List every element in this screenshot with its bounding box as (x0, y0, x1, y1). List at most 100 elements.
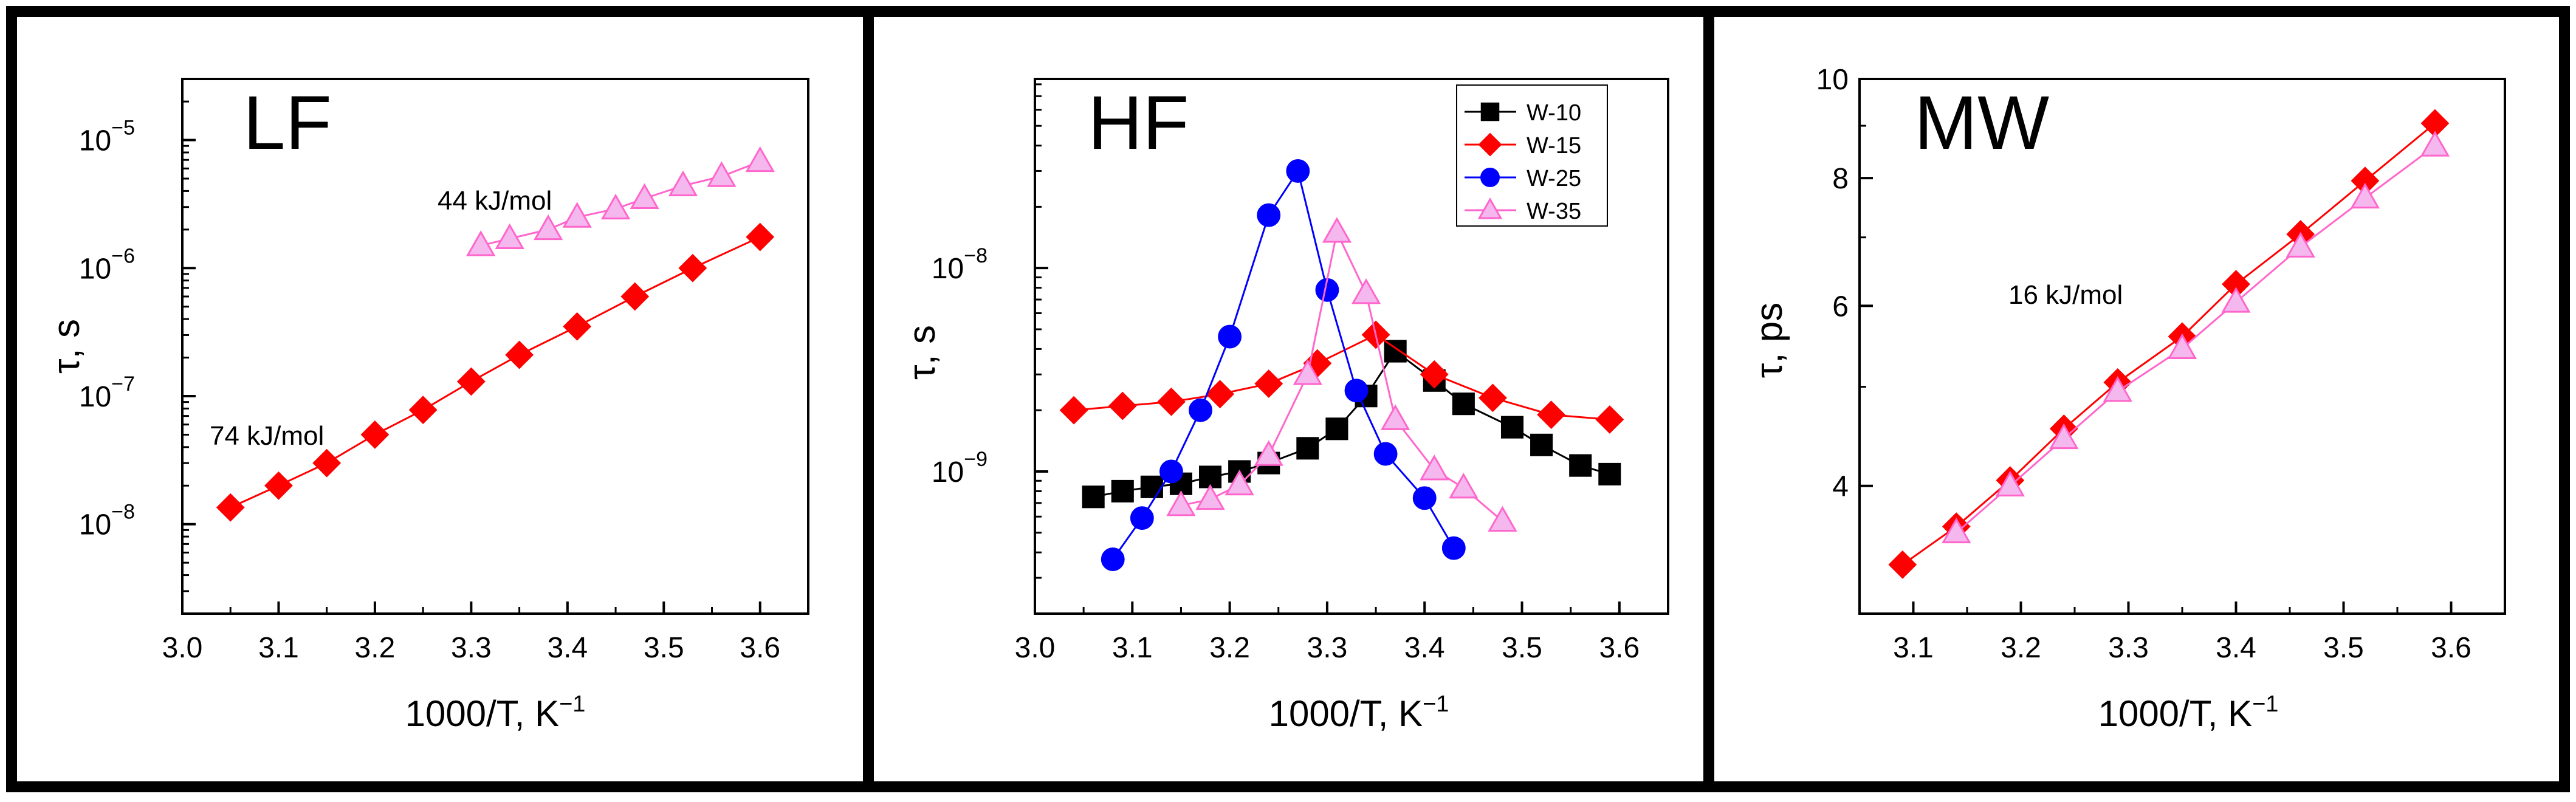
hf-point-w-15-10 (1595, 405, 1624, 434)
lf-point-w-15-2 (312, 448, 342, 478)
lf-x-tick-label-3: 3.3 (451, 632, 492, 664)
lf-point-w-35-8 (745, 146, 775, 173)
chart-hf: 10−910−8 3.0 3.1 3.2 3.3 3.4 3.5 3.6 HF W-10W-… (901, 78, 1669, 734)
mw-y-axis-label: τ, ps (1748, 303, 1790, 378)
lf-point-w-15-3 (360, 420, 390, 449)
lf-point-w-35-3 (562, 202, 592, 228)
lf-line-w-15 (230, 236, 761, 509)
lf-y-tick-label-2: 10−6 (79, 244, 135, 285)
hf-x-axis-label-sup: −1 (1423, 691, 1449, 717)
hf-legend-items: W-10 W-15 W-25 W-35 (1465, 100, 1581, 224)
hf-legend-marker-w-15 (1478, 132, 1502, 157)
hf-point-w-35-8 (1420, 454, 1449, 481)
lf-point-w-15-9 (678, 253, 707, 283)
hf-y-axis-label: τ, s (901, 325, 943, 380)
lf-point-w-15-0 (216, 493, 245, 522)
lf-y-tick-label-base-2: 10 (79, 253, 111, 285)
hf-legend-label-w-35: W-35 (1527, 199, 1581, 224)
mw-y-tick-label-3: 10 (1816, 64, 1849, 96)
lf-title: LF (243, 81, 332, 165)
hf-point-w-15-4 (1254, 369, 1283, 398)
lf-point-w-15-10 (746, 222, 775, 252)
hf-series (1059, 159, 1624, 571)
lf-point-w-35-0 (466, 230, 496, 256)
hf-point-w-15-0 (1059, 396, 1088, 425)
lf-point-w-15-5 (456, 367, 486, 396)
lf-x-tick-label-4: 3.4 (547, 632, 588, 664)
lf-point-w-35-1 (495, 223, 524, 250)
hf-x-tick-label-5: 3.5 (1502, 632, 1542, 664)
lf-point-w-35-6 (668, 170, 698, 197)
hf-x-tick-label-0: 3.0 (1015, 632, 1056, 664)
hf-legend-marker-w-35 (1477, 197, 1503, 219)
lf-series (216, 146, 775, 522)
hf-point-w-25-2 (1159, 459, 1183, 484)
mw-point-w-15-0 (1888, 550, 1917, 579)
hf-line-w-15 (1073, 334, 1610, 421)
hf-x-axis-label-text: 1000/T, K (1269, 693, 1423, 734)
lf-point-w-15-7 (563, 312, 592, 341)
lf-point-w-15-4 (408, 396, 438, 425)
lf-y-tick-label-0: 10−8 (79, 501, 135, 541)
hf-point-w-10-8 (1325, 417, 1348, 440)
hf-point-w-15-9 (1537, 400, 1566, 430)
hf-point-w-10-16 (1598, 462, 1621, 485)
hf-line-w-25 (1112, 168, 1455, 560)
hf-x-tick-label-2: 3.2 (1209, 632, 1250, 664)
lf-y-axis-label: τ, s (46, 319, 88, 374)
mw-x-axis-label-text: 1000/T, K (2098, 693, 2253, 734)
hf-legend-label-w-25: W-25 (1527, 166, 1581, 191)
hf-point-w-35-1 (1195, 484, 1225, 510)
lf-y-tick-label-base-0: 10 (79, 509, 111, 541)
mw-point-w-35-0 (1942, 517, 1971, 544)
lf-x-axis-label-sup: −1 (559, 691, 585, 717)
hf-point-w-15-3 (1206, 380, 1234, 409)
hf-point-w-25-5 (1257, 203, 1281, 227)
lf-x-tick-label-6: 3.6 (740, 632, 780, 664)
hf-point-w-15-1 (1108, 391, 1137, 420)
lf-x-axis-label-text: 1000/T, K (405, 693, 560, 734)
hf-point-w-35-5 (1322, 217, 1352, 243)
hf-y-tick-label-1: 10−8 (932, 244, 987, 285)
lf-annotation-44: 44 kJ/mol (438, 186, 552, 216)
lf-y-tick-label-3: 10−5 (79, 117, 135, 157)
mw-line-w-15 (1901, 122, 2436, 566)
mw-series (1888, 109, 2450, 579)
lf-x-tick-label-1: 3.1 (258, 632, 299, 664)
mw-x-tick-label-2: 3.3 (2108, 632, 2149, 664)
hf-point-w-25-0 (1101, 547, 1125, 571)
hf-point-w-25-11 (1441, 536, 1466, 560)
mw-x-ticks: 3.1 3.2 3.3 3.4 3.5 3.6 (1893, 602, 2471, 664)
mw-x-tick-label-0: 3.1 (1893, 632, 1934, 664)
panel-frame-mw (1703, 6, 2570, 792)
hf-point-w-25-6 (1286, 159, 1310, 183)
hf-point-w-25-4 (1218, 324, 1242, 349)
chart-mw: 4 6 8 10 3.1 3.2 3.3 3.4 3.5 3.6 MW 16 kJ/mol 10… (1748, 64, 2506, 734)
hf-x-tick-label-1: 3.1 (1112, 632, 1153, 664)
hf-point-w-25-10 (1412, 486, 1437, 510)
lf-point-w-35-2 (534, 214, 563, 241)
hf-legend: W-10 W-15 W-25 W-35 (1456, 84, 1608, 227)
hf-y-ticks: 10−910−8 (932, 83, 1048, 579)
hf-point-w-15-8 (1479, 383, 1507, 413)
hf-point-w-35-6 (1351, 278, 1381, 304)
hf-point-w-10-15 (1569, 454, 1592, 477)
lf-x-ticks: 3.0 3.1 3.2 3.3 3.4 3.5 3.6 (162, 602, 780, 664)
mw-point-w-35-2 (2049, 423, 2079, 450)
hf-plot-frame (1034, 78, 1669, 615)
hf-legend-label-w-10: W-10 (1527, 100, 1581, 126)
mw-x-axis-label: 1000/T, K−1 (2098, 691, 2279, 734)
lf-x-tick-label-2: 3.2 (355, 632, 396, 664)
hf-point-w-25-3 (1189, 398, 1212, 422)
hf-point-w-35-4 (1293, 359, 1323, 385)
mw-title: MW (1914, 81, 2049, 165)
lf-point-w-35-5 (630, 183, 659, 209)
hf-y-tick-label-base-1: 10 (932, 253, 964, 285)
hf-x-tick-label-4: 3.4 (1404, 632, 1445, 664)
lf-point-w-15-8 (620, 282, 650, 311)
lf-y-tick-label-exp-3: −5 (111, 117, 135, 140)
hf-y-tick-label-exp-1: −8 (964, 244, 987, 267)
hf-point-w-10-7 (1296, 437, 1319, 460)
lf-y-tick-label-exp-2: −6 (111, 244, 135, 267)
mw-y-tick-label-0: 4 (1832, 471, 1849, 503)
